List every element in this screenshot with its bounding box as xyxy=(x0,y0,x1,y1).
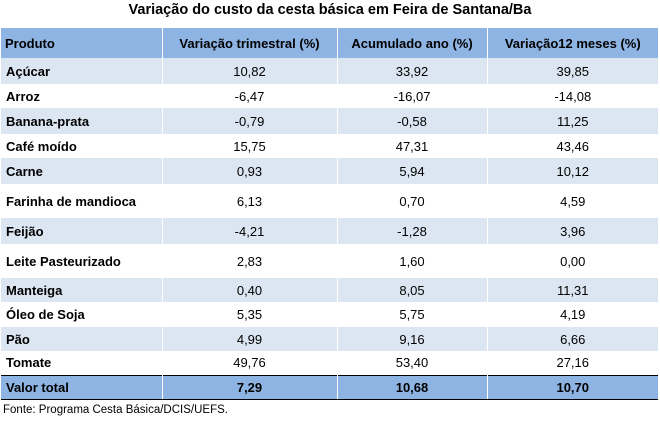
table-title: Variação do custo da cesta básica em Fei… xyxy=(128,2,532,18)
cell-value: 33,92 xyxy=(336,58,487,84)
cell-value: 0,70 xyxy=(336,184,487,218)
cell-value: -0,79 xyxy=(161,108,337,134)
cell-value: 11,31 xyxy=(486,278,658,302)
cell-value: -6,47 xyxy=(161,84,337,108)
table-row: Banana-prata -0,79 -0,58 11,25 xyxy=(1,108,658,134)
header-variacao-12-meses: Variação12 meses (%) xyxy=(486,28,658,58)
cell-value: 15,75 xyxy=(161,134,337,158)
cell-produto: Feijão xyxy=(6,223,44,239)
cell-produto: Leite Pasteurizado xyxy=(6,253,121,269)
cell-value: 47,31 xyxy=(336,134,487,158)
cell-value: 0,00 xyxy=(486,244,658,278)
cell-value: 11,25 xyxy=(486,108,658,134)
table-row: Farinha de mandioca 6,13 0,70 4,59 xyxy=(1,184,658,218)
cell-value: 49,76 xyxy=(161,351,337,375)
cell-value: -14,08 xyxy=(486,84,658,108)
total-label: Valor total xyxy=(1,374,162,400)
cell-produto: Pão xyxy=(6,331,30,347)
table-row: Arroz -6,47 -16,07 -14,08 xyxy=(1,84,658,108)
cell-produto: Óleo de Soja xyxy=(6,307,85,322)
cell-value: 4,99 xyxy=(161,327,337,351)
cell-produto: Banana-prata xyxy=(6,113,90,129)
cell-value: 5,75 xyxy=(336,302,487,327)
cell-value: 1,60 xyxy=(336,244,487,278)
header-acumulado-ano: Acumulado ano (%) xyxy=(336,28,487,58)
cell-value: 5,35 xyxy=(161,302,337,327)
total-value: 10,70 xyxy=(486,374,658,400)
table-row: Leite Pasteurizado 2,83 1,60 0,00 xyxy=(1,244,658,278)
cell-value: 27,16 xyxy=(486,351,658,375)
table-row: Café moído 15,75 47,31 43,46 xyxy=(1,134,658,158)
table-row: Pão 4,99 9,16 6,66 xyxy=(1,327,658,351)
table-row: Tomate 49,76 53,40 27,16 xyxy=(1,351,658,375)
cell-produto: Tomate xyxy=(6,355,52,371)
cell-value: 5,94 xyxy=(336,158,487,184)
cell-value: 10,82 xyxy=(161,58,337,84)
cell-produto: Carne xyxy=(6,163,43,179)
cell-value: -4,21 xyxy=(161,218,337,244)
price-variation-table: Produto Variação trimestral (%) Acumulad… xyxy=(1,28,658,400)
table-row: Manteiga 0,40 8,05 11,31 xyxy=(1,278,658,302)
source-note: Fonte: Programa Cesta Básica/DCIS/UEFS. xyxy=(3,404,228,416)
cell-value: 2,83 xyxy=(161,244,337,278)
total-value: 10,68 xyxy=(336,374,487,400)
table-row: Carne 0,93 5,94 10,12 xyxy=(1,158,658,184)
cell-value: 6,66 xyxy=(486,327,658,351)
cell-value: 3,96 xyxy=(486,218,658,244)
cell-produto: Arroz xyxy=(6,88,40,104)
header-produto: Produto xyxy=(5,35,55,51)
cell-value: -1,28 xyxy=(336,218,487,244)
total-row: Valor total 7,29 10,68 10,70 xyxy=(1,374,658,400)
cell-value: 10,12 xyxy=(486,158,658,184)
cell-value: -0,58 xyxy=(336,108,487,134)
cell-produto: Café moído xyxy=(6,138,77,154)
total-value: 7,29 xyxy=(161,374,337,400)
cell-value: 4,59 xyxy=(486,184,658,218)
table-row: Açúcar 10,82 33,92 39,85 xyxy=(1,58,658,84)
cell-value: 9,16 xyxy=(336,327,487,351)
cell-produto: Manteiga xyxy=(6,282,63,298)
cell-value: 53,40 xyxy=(336,351,487,375)
cell-value: 8,05 xyxy=(336,278,487,302)
cell-value: 4,19 xyxy=(486,302,658,327)
cell-value: 0,40 xyxy=(161,278,337,302)
cell-value: 0,93 xyxy=(161,158,337,184)
cell-value: 39,85 xyxy=(486,58,658,84)
table-row: Feijão -4,21 -1,28 3,96 xyxy=(1,218,658,244)
header-row: Produto Variação trimestral (%) Acumulad… xyxy=(1,28,658,58)
header-variacao-trimestral: Variação trimestral (%) xyxy=(161,28,337,58)
table-row: Óleo de Soja 5,35 5,75 4,19 xyxy=(1,302,658,327)
cell-value: -16,07 xyxy=(336,84,487,108)
cell-value: 43,46 xyxy=(486,134,658,158)
cell-value: 6,13 xyxy=(161,184,337,218)
cell-produto: Farinha de mandioca xyxy=(6,193,137,209)
cell-produto: Açúcar xyxy=(6,63,51,79)
